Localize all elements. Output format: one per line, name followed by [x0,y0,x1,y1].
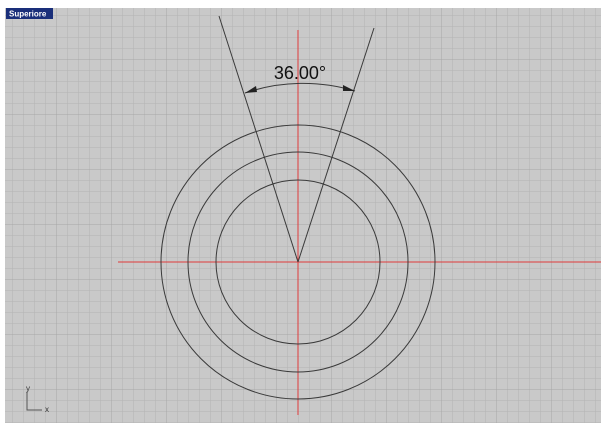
right-line[interactable] [297,27,375,263]
axis-icon-y: y [26,384,30,393]
viewport-label-bg [6,8,53,19]
inner-circle[interactable] [215,179,381,345]
viewport-label[interactable]: Superiore [9,10,47,19]
arrowhead-left [245,86,257,93]
axis-icon-x: x [45,405,49,414]
left-line[interactable] [218,15,299,263]
axis-icon [26,392,42,411]
arrowhead-right [343,85,355,91]
major-grid [5,8,601,423]
middle-circle[interactable] [187,151,409,373]
outer-circle[interactable] [160,124,436,400]
dimension-text[interactable]: 36.00° [274,63,326,83]
